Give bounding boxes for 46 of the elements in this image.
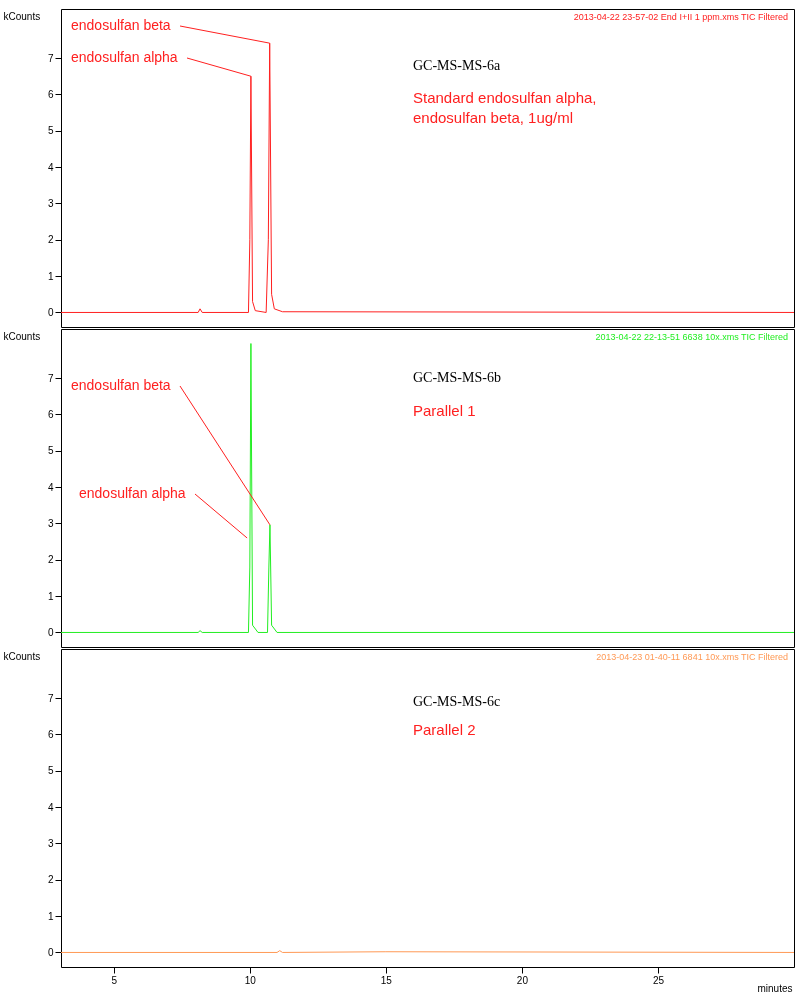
x-axis-title: minutes (757, 982, 793, 994)
x-tick-label: 5 (111, 974, 118, 986)
y-tick-label: 7 (47, 372, 54, 384)
text: Parallel 1 (413, 402, 476, 419)
y-tick-label: 3 (47, 837, 54, 849)
y-tick-label: 5 (47, 765, 54, 777)
y-tick-label: 0 (47, 626, 54, 638)
y-tick-label: 7 (47, 52, 54, 64)
text: 2013-04-23 01-40-11 6841 10x.xms TIC Filtered (596, 652, 788, 662)
annotation: endosulfan alpha (79, 485, 186, 501)
y-tick-label: 2 (47, 554, 54, 566)
y-axis-title: kCounts (3, 650, 41, 662)
y-tick-label: 7 (47, 692, 54, 704)
annotation: endosulfan beta (71, 17, 171, 33)
y-tick-label: 5 (47, 445, 54, 457)
text: 2013-04-22 23-57-02 End I+II 1 ppm.xms TIC Filtered (573, 12, 788, 22)
text: Standard endosulfan alpha, endosulfan beta, 1ug/ml (413, 89, 597, 126)
y-tick-label: 6 (47, 88, 54, 100)
y-tick-label: 3 (47, 517, 54, 529)
y-tick-label: 6 (47, 408, 54, 420)
y-tick-label: 1 (47, 270, 54, 282)
text: 2013-04-22 22-13-51 6638 10x.xms TIC Filtered (595, 332, 788, 342)
y-tick-label: 5 (47, 125, 54, 137)
y-tick-label: 4 (47, 481, 54, 493)
x-tick-label: 25 (652, 974, 665, 986)
x-tick-label: 20 (516, 974, 529, 986)
x-tick-label: 10 (244, 974, 257, 986)
text: GC-MS-MS-6c (413, 694, 501, 709)
y-tick-label: 4 (47, 801, 54, 813)
text: GC-MS-MS-6a (413, 58, 501, 73)
y-axis-title: kCounts (3, 10, 41, 22)
y-tick-label: 4 (47, 161, 54, 173)
y-tick-label: 6 (47, 728, 54, 740)
y-tick-label: 2 (47, 874, 54, 886)
y-tick-label: 2 (47, 234, 54, 246)
annotation: endosulfan alpha (71, 49, 178, 65)
text: Parallel 2 (413, 721, 476, 738)
y-tick-label: 3 (47, 197, 54, 209)
annotation: endosulfan beta (71, 377, 171, 393)
y-tick-label: 1 (47, 910, 54, 922)
x-tick-label: 15 (380, 974, 393, 986)
y-axis-title: kCounts (3, 330, 41, 342)
y-tick-label: 0 (47, 946, 54, 958)
text: GC-MS-MS-6b (413, 370, 501, 385)
y-tick-label: 0 (47, 306, 54, 318)
y-tick-label: 1 (47, 590, 54, 602)
